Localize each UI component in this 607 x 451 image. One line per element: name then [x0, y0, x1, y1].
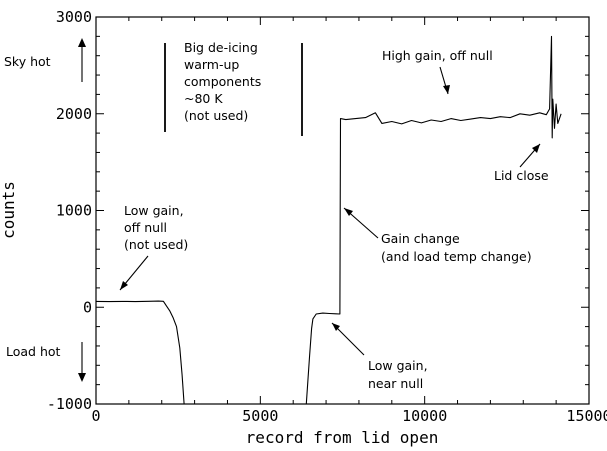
arrow-load-hot-head — [78, 373, 86, 382]
annotation-low-gain-near-null-line-1: Low gain, — [368, 358, 428, 373]
x-tick-label: 10000 — [402, 407, 447, 425]
y-axis-label: counts — [0, 181, 18, 239]
annotation-gain-change-line-2: (and load temp change) — [381, 249, 532, 264]
x-tick-label: 0 — [91, 407, 100, 425]
series-segment-1 — [95, 300, 185, 405]
arrow-lid-close-head — [532, 144, 540, 153]
annotation-low-gain-off-null-line-1: Low gain, — [124, 203, 184, 218]
x-tick-label: 15000 — [566, 407, 607, 425]
x-axis: 0 5000 10000 15000 — [91, 17, 607, 425]
label-load-hot: Load hot — [6, 344, 61, 359]
y-tick-label: 0 — [83, 298, 92, 316]
annotation-de-icing-line-3: components — [184, 74, 261, 89]
arrow-high-gain-head — [443, 85, 450, 94]
annotation-de-icing: Big de-icing warm-up components ~80 K (n… — [184, 40, 265, 123]
arrow-low-gain-near-null-head — [332, 323, 340, 331]
annotation-gain-change: Gain change (and load temp change) — [381, 231, 532, 264]
y-tick-label: 1000 — [56, 202, 92, 220]
annotation-low-gain-off-null-line-3: (not used) — [124, 237, 188, 252]
arrow-gain-change-head — [344, 208, 353, 216]
annotation-de-icing-line-2: warm-up — [184, 57, 239, 72]
label-sky-hot: Sky hot — [4, 54, 51, 69]
annotation-de-icing-line-5: (not used) — [184, 108, 248, 123]
annotation-high-gain: High gain, off null — [382, 48, 493, 63]
annotation-lid-close: Lid close — [494, 168, 549, 183]
annotation-de-icing-line-1: Big de-icing — [184, 40, 258, 55]
annotation-low-gain-near-null: Low gain, near null — [368, 358, 432, 391]
arrow-sky-hot-head — [78, 38, 86, 47]
data-series — [95, 35, 562, 405]
arrow-low-gain-off-null-head — [120, 281, 128, 290]
y-tick-label: -1000 — [47, 395, 92, 413]
x-tick-label: 5000 — [242, 407, 278, 425]
annotation-de-icing-line-4: ~80 K — [184, 91, 223, 106]
y-axis: -1000 0 1000 2000 3000 — [47, 8, 589, 413]
annotation-gain-change-line-1: Gain change — [381, 231, 460, 246]
series-segment-2 — [305, 35, 562, 405]
x-axis-label: record from lid open — [246, 428, 439, 447]
y-tick-label: 2000 — [56, 105, 92, 123]
annotation-low-gain-near-null-line-2: near null — [368, 376, 423, 391]
y-tick-label: 3000 — [56, 8, 92, 26]
annotation-low-gain-off-null-line-2: off null — [124, 220, 167, 235]
annotation-low-gain-off-null: Low gain, off null (not used) — [124, 203, 188, 252]
